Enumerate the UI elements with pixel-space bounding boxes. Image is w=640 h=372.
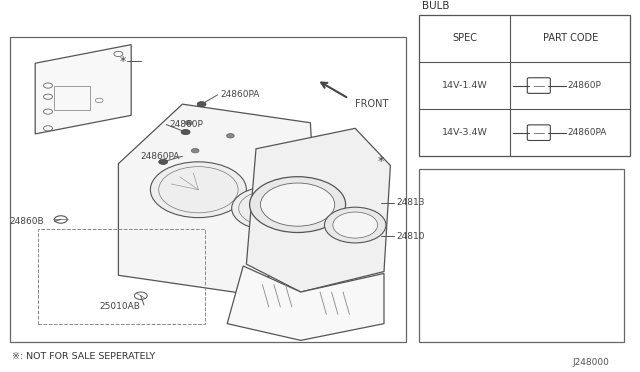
Bar xyxy=(54,86,90,110)
Circle shape xyxy=(191,148,199,153)
Text: 24860P: 24860P xyxy=(170,120,204,129)
Text: J248000: J248000 xyxy=(573,358,610,367)
Polygon shape xyxy=(227,266,384,340)
Text: 24860P: 24860P xyxy=(568,81,602,90)
Text: 24860PA: 24860PA xyxy=(568,128,607,137)
Text: FRONT: FRONT xyxy=(355,99,388,109)
Polygon shape xyxy=(246,128,390,292)
Text: 24860PA: 24860PA xyxy=(221,90,260,99)
Text: 14V-3.4W: 14V-3.4W xyxy=(442,128,488,137)
Bar xyxy=(419,169,624,342)
Circle shape xyxy=(159,159,168,164)
Circle shape xyxy=(333,212,378,238)
Circle shape xyxy=(250,177,346,232)
Text: BULB: BULB xyxy=(422,1,450,10)
Circle shape xyxy=(324,207,386,243)
Text: *: * xyxy=(120,55,126,67)
Text: 24813: 24813 xyxy=(397,198,426,207)
Text: ※: NOT FOR SALE SEPERATELY: ※: NOT FOR SALE SEPERATELY xyxy=(12,352,155,361)
Text: *: * xyxy=(378,155,384,167)
Circle shape xyxy=(181,129,190,135)
Text: 24810: 24810 xyxy=(397,232,426,241)
Circle shape xyxy=(150,162,246,218)
Circle shape xyxy=(197,102,206,107)
Text: SPEC: SPEC xyxy=(452,33,477,44)
Circle shape xyxy=(260,183,335,226)
Bar xyxy=(419,15,630,156)
Polygon shape xyxy=(118,104,317,294)
Text: 24860PA: 24860PA xyxy=(141,152,180,161)
Circle shape xyxy=(227,134,234,138)
Polygon shape xyxy=(35,45,131,134)
Bar xyxy=(10,37,406,342)
Text: 14V-1.4W: 14V-1.4W xyxy=(442,81,488,90)
Circle shape xyxy=(232,187,306,230)
Text: PART CODE: PART CODE xyxy=(543,33,598,44)
Circle shape xyxy=(185,121,193,125)
Text: 25010AB: 25010AB xyxy=(99,302,140,311)
Text: 24860B: 24860B xyxy=(10,217,44,226)
